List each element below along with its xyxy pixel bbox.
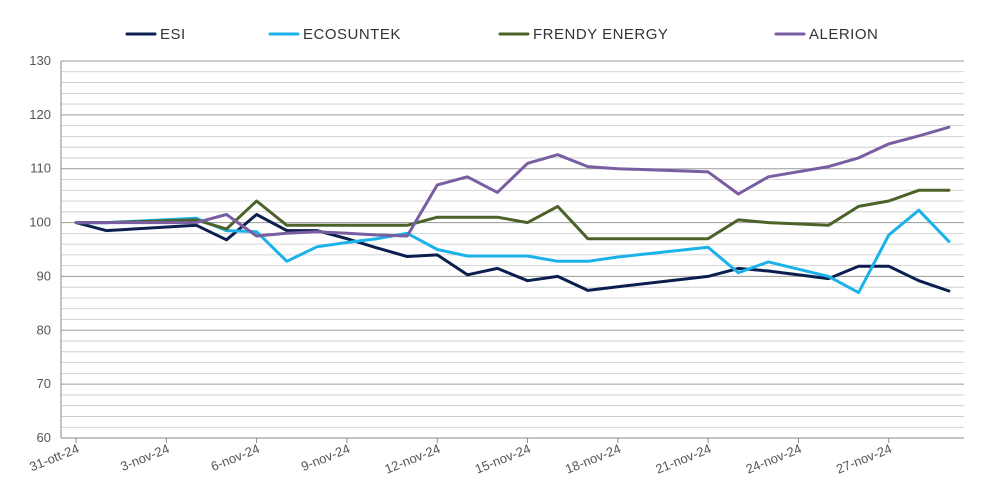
y-tick-label: 100 [29, 215, 51, 230]
x-tick-label: 6-nov-24 [209, 441, 262, 474]
grid-lines [61, 60, 964, 428]
series-lines [74, 125, 951, 295]
x-tick-label: 21-nov-24 [653, 441, 713, 477]
legend-label-ecosuntek: ECOSUNTEK [303, 26, 401, 43]
y-tick-label: 120 [29, 107, 51, 122]
y-tick-label: 130 [29, 53, 51, 68]
x-tick-label: 27-nov-24 [834, 441, 894, 477]
y-tick-label: 110 [30, 161, 51, 176]
axes: 60 70 80 90 100 110 120 130 31-ott-24 3-nov-24 6-n… [27, 53, 964, 477]
x-tick-label: 31-ott-24 [27, 441, 81, 474]
y-tick-label: 90 [37, 268, 51, 283]
y-tick-label: 60 [37, 430, 51, 445]
x-tick-label: 24-nov-24 [744, 441, 804, 477]
legend-label-esi: ESI [160, 26, 186, 43]
x-tick-label: 9-nov-24 [299, 441, 352, 474]
x-tick-label: 15-nov-24 [473, 441, 533, 477]
y-tick-label: 70 [37, 376, 51, 391]
legend-label-alerion: ALERION [809, 26, 878, 43]
series-line-ecosuntek [74, 208, 951, 295]
x-tick-label: 12-nov-24 [382, 441, 442, 477]
legend: ESI ECOSUNTEK FRENDY ENERGY ALERION [125, 26, 878, 43]
series-line-frendy-energy [74, 188, 951, 241]
series-line-alerion [74, 125, 951, 238]
series-line-esi [74, 213, 951, 293]
y-tick-label: 80 [37, 322, 51, 337]
x-tick-label: 18-nov-24 [563, 441, 623, 477]
x-tick-label: 3-nov-24 [118, 441, 171, 474]
legend-label-frendy-energy: FRENDY ENERGY [533, 26, 668, 43]
